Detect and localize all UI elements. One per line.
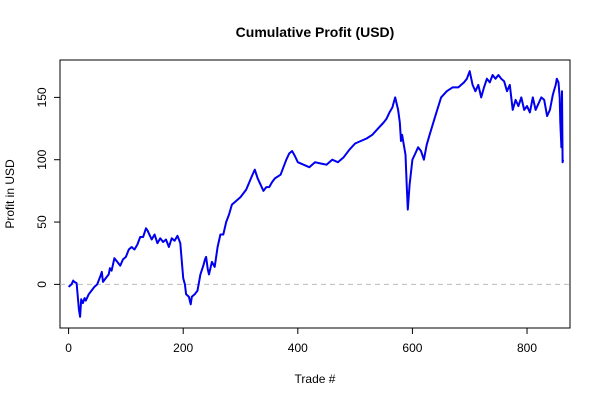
x-tick-label: 600 — [402, 341, 422, 355]
x-axis-label: Trade # — [295, 372, 336, 386]
x-tick-label: 0 — [65, 341, 72, 355]
profit-series-line — [67, 70, 565, 318]
x-tick-label: 800 — [517, 341, 537, 355]
chart-title: Cumulative Profit (USD) — [236, 24, 395, 40]
y-axis: 0 50 100 150 — [35, 87, 60, 288]
x-tick-label: 400 — [288, 341, 308, 355]
y-tick-label: 0 — [35, 281, 49, 288]
y-tick-label: 150 — [35, 87, 49, 107]
x-axis: 0 200 400 600 800 — [65, 328, 537, 355]
y-tick-label: 50 — [35, 215, 49, 229]
plot-frame — [59, 59, 571, 329]
x-tick-label: 200 — [173, 341, 193, 355]
y-axis-label: Profit in USD — [3, 159, 17, 229]
y-tick-label: 100 — [35, 149, 49, 169]
